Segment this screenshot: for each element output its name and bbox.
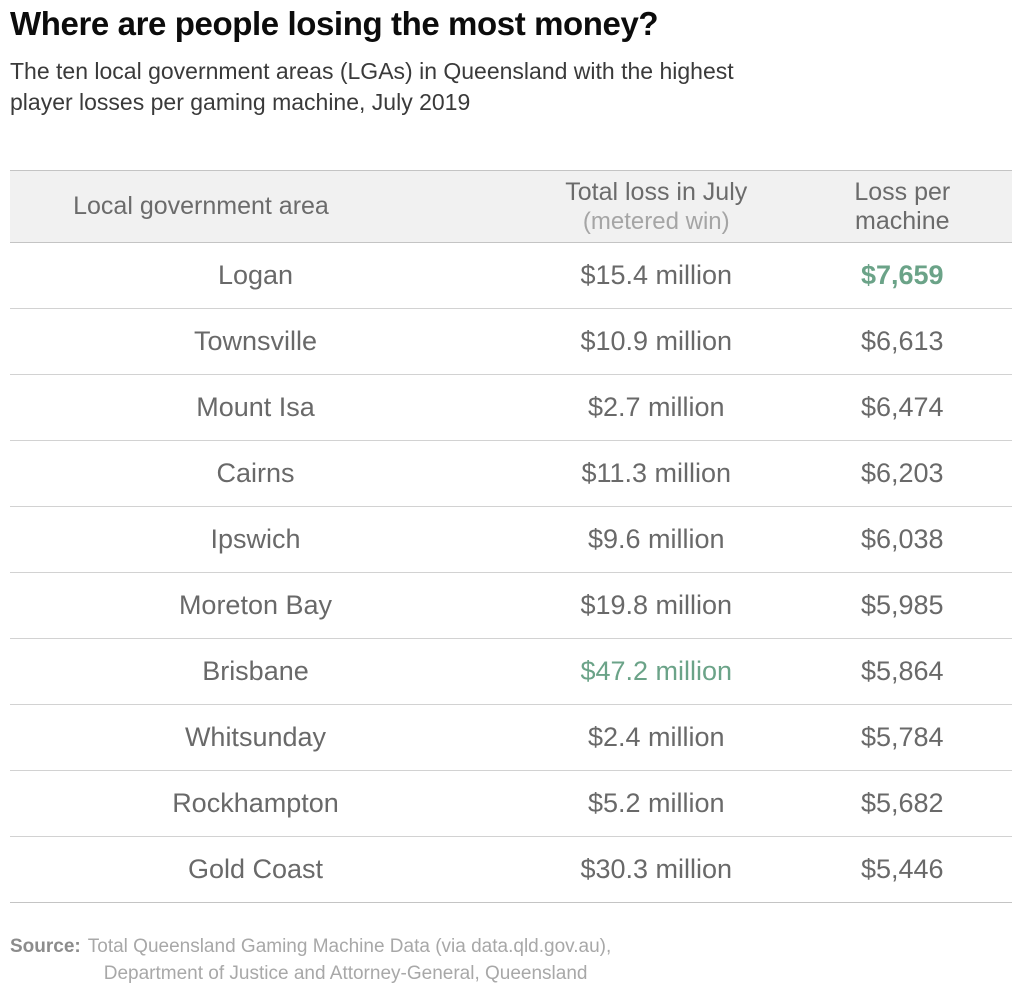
table-row: Whitsunday $2.4 million $5,784 [10,704,1012,771]
source-label: Source: [10,936,81,957]
cell-loss-per-machine: $6,474 [811,374,1012,441]
table-row: Gold Coast $30.3 million $5,446 [10,836,1012,903]
table-row: Cairns $11.3 million $6,203 [10,440,1012,507]
cell-total-loss: $2.4 million [500,704,812,771]
column-header-total-loss: Total loss in July (metered win) [500,170,812,243]
table-row: Ipswich $9.6 million $6,038 [10,506,1012,573]
cell-lga: Rockhampton [10,770,501,837]
cell-total-loss: $30.3 million [500,836,812,903]
cell-lga: Whitsunday [10,704,501,771]
cell-total-loss: $19.8 million [500,572,812,639]
page-title: Where are people losing the most money? [10,5,659,42]
table-row: Moreton Bay $19.8 million $5,985 [10,572,1012,639]
column-header-total-loss-label: Total loss in July [565,177,748,206]
table-row: Rockhampton $5.2 million $5,682 [10,770,1012,837]
column-header-total-loss-note: (metered win) [582,207,730,235]
cell-lga: Cairns [10,440,501,507]
cell-loss-per-machine: $6,038 [811,506,1012,573]
cell-loss-per-machine: $7,659 [811,242,1012,309]
column-header-loss-per-machine-label: Loss per machine [854,177,951,235]
table-row: Townsville $10.9 million $6,613 [10,308,1012,375]
cell-total-loss: $47.2 million [500,638,812,705]
cell-total-loss: $11.3 million [500,440,812,507]
cell-loss-per-machine: $5,864 [811,638,1012,705]
cell-loss-per-machine: $5,784 [811,704,1012,771]
column-header-lga-label: Local government area [73,192,329,220]
cell-total-loss: $9.6 million [500,506,812,573]
cell-loss-per-machine: $6,613 [811,308,1012,375]
lga-losses-table: Local government area Total loss in July… [10,170,1012,903]
column-header-lga: Local government area [10,170,501,243]
cell-lga: Mount Isa [10,374,501,441]
cell-lga: Ipswich [10,506,501,573]
source-line2: Department of Justice and Attorney-Gener… [103,963,588,984]
column-header-loss-per-machine: Loss per machine [811,170,1012,243]
table-row: Mount Isa $2.7 million $6,474 [10,374,1012,441]
cell-loss-per-machine: $5,985 [811,572,1012,639]
cell-lga: Logan [10,242,501,309]
page-subtitle: The ten local government areas (LGAs) in… [10,56,1014,118]
table-body: Logan $15.4 million $7,659 Townsville $10.9 … [10,242,1012,903]
cell-loss-per-machine: $5,446 [811,836,1012,903]
source-text: Total Queensland Gaming Machine Data (vi… [88,933,612,987]
page-subtitle-line1: The ten local government areas (LGAs) in… [10,58,734,84]
cell-lga: Gold Coast [10,836,501,903]
table-row: Brisbane $47.2 million $5,864 [10,638,1012,705]
cell-lga: Brisbane [10,638,501,705]
cell-lga: Moreton Bay [10,572,501,639]
cell-loss-per-machine: $5,682 [811,770,1012,837]
cell-total-loss: $10.9 million [500,308,812,375]
cell-total-loss: $2.7 million [500,374,812,441]
table-row: Logan $15.4 million $7,659 [10,242,1012,309]
cell-loss-per-machine: $6,203 [811,440,1012,507]
cell-total-loss: $15.4 million [500,242,812,309]
cell-total-loss: $5.2 million [500,770,812,837]
table-header-row: Local government area Total loss in July… [10,170,1012,243]
page-subtitle-line2: player losses per gaming machine, July 2… [10,89,471,115]
source-line1: Total Queensland Gaming Machine Data (vi… [87,936,612,957]
cell-lga: Townsville [10,308,501,375]
source-note: Source: Total Queensland Gaming Machine … [10,933,1014,987]
